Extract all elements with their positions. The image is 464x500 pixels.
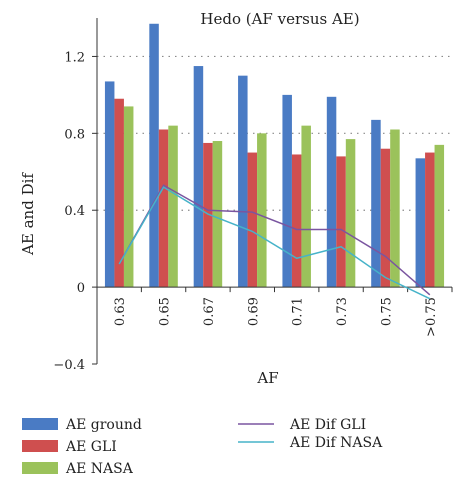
bar-ae-nasa [390,129,400,288]
bar-ae-ground [149,23,159,288]
bar-ae-gli [158,129,169,288]
bar-ae-nasa [257,133,267,288]
legend-label-ae-ground: AE ground [65,417,142,433]
bar-ae-gli [425,152,435,288]
bar-ae-gli [291,154,302,288]
bar-ae-gli [336,156,346,288]
x-tick-label: 0.65 [158,297,173,326]
line-ae-dif-nasa [118,186,431,300]
x-tick-label: 0.63 [113,297,128,326]
x-tick-label: 0.67 [202,297,217,326]
bar-ae-nasa [212,141,223,288]
legend-label-ae-dif-gli: AE Dif GLI [289,417,366,433]
bar-ae-nasa [434,144,445,288]
x-tick-label: >0.75 [424,297,439,337]
legend-label-ae-gli: AE GLI [65,439,117,455]
bar-ae-ground [282,94,292,288]
bar-ae-nasa [301,125,311,288]
bar-ae-ground [238,75,248,288]
bar-ae-ground [415,158,426,288]
y-tick-label: 0.4 [64,204,85,219]
legend-swatch-ae-ground [22,418,58,430]
bar-ae-gli [380,148,391,288]
x-tick-label: 0.73 [335,297,350,326]
legend-swatch-ae-nasa [22,462,58,474]
x-tick-label: 0.71 [291,297,306,326]
legend: AE ground AE GLI AE NASA AE Dif GLI AE Dif N… [22,417,383,477]
bar-ae-nasa [123,106,134,288]
plot-area: −0.4 0 0.4 0.8 1.2 0.63 0.65 0.67 0.69 0.71 0.73 0.… [53,18,453,373]
bar-ae-gli [203,142,213,288]
bar-ae-ground [326,96,337,288]
legend-label-ae-dif-nasa: AE Dif NASA [289,435,383,451]
x-tick-label: 0.69 [246,297,261,326]
bar-ae-gli [114,98,124,288]
x-tick-label: 0.75 [379,297,394,326]
legend-swatch-ae-gli [22,440,58,452]
y-tick-label: 0.8 [64,127,85,142]
y-tick-label: −0.4 [53,358,85,373]
legend-label-ae-nasa: AE NASA [65,461,134,477]
y-axis-title: AE and Dif [19,172,37,256]
y-tick-label: 1.2 [64,50,85,65]
bar-ae-nasa [168,125,178,288]
x-axis-title: AF [256,369,278,387]
line-ae-dif-gli [118,184,431,296]
y-tick-label: 0 [77,281,85,296]
chart-title: Hedo (AF versus AE) [200,10,359,28]
bar-ae-gli [247,152,258,288]
bar-ae-nasa [345,139,356,288]
bar-ae-ground [104,81,115,288]
bar-ae-ground [193,66,204,288]
bar-ae-ground [371,119,381,288]
